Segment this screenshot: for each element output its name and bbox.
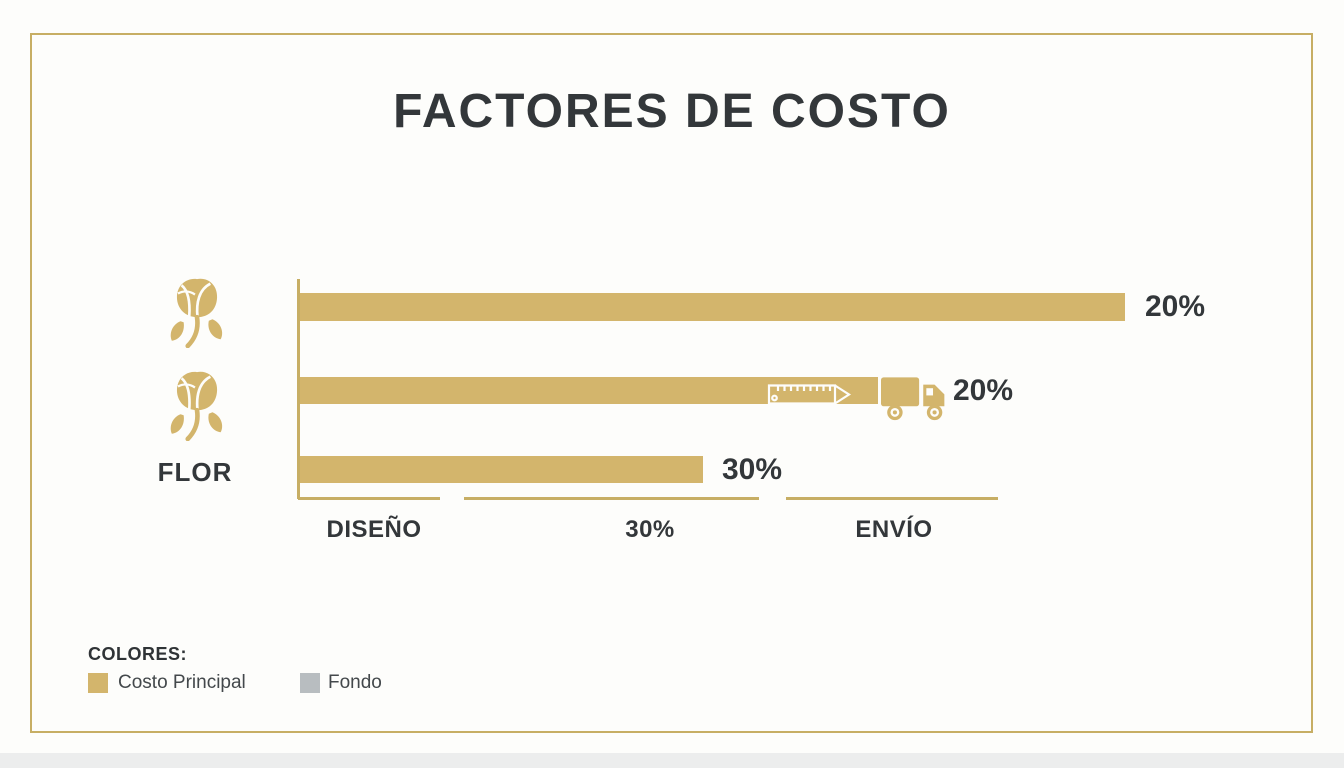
- y-axis-line: [297, 279, 300, 499]
- legend-label-costo-principal: Costo Principal: [118, 672, 246, 693]
- x-axis-segment: [464, 497, 759, 500]
- x-tick-diseno: DISEÑO: [326, 516, 422, 543]
- x-axis-segment: [298, 497, 440, 500]
- rose-icon: [168, 276, 226, 349]
- ruler-icon: [765, 380, 855, 409]
- bar-value-label: 30%: [722, 453, 783, 486]
- bar-value-label: 20%: [1145, 290, 1206, 323]
- bar-row-1: [300, 293, 1125, 321]
- bar-row-3: [300, 456, 703, 483]
- truck-icon: [881, 374, 949, 422]
- bottom-strip: [0, 753, 1344, 768]
- bar-row-2: [300, 377, 878, 404]
- x-tick-envio: ENVÍO: [855, 516, 933, 543]
- x-axis-segment: [786, 497, 998, 500]
- legend-label-fondo: Fondo: [328, 672, 382, 693]
- border-frame: [30, 33, 1313, 733]
- legend-swatch-costo-principal: [88, 673, 108, 693]
- page-title: FACTORES DE COSTO: [393, 85, 951, 138]
- legend-swatch-fondo: [300, 673, 320, 693]
- row-label-flor: FLOR: [157, 457, 233, 487]
- rose-icon: [168, 369, 226, 442]
- legend-title: COLORES:: [88, 644, 188, 664]
- x-tick-30pct: 30%: [625, 516, 675, 543]
- bar-value-label: 20%: [953, 374, 1014, 407]
